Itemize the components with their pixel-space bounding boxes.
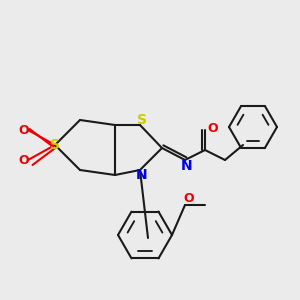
Text: O: O: [184, 193, 194, 206]
Text: S: S: [50, 138, 60, 152]
Text: S: S: [137, 113, 147, 127]
Text: O: O: [208, 122, 218, 134]
Text: N: N: [181, 159, 193, 173]
Text: N: N: [136, 168, 148, 182]
Text: O: O: [19, 124, 29, 136]
Text: O: O: [19, 154, 29, 166]
